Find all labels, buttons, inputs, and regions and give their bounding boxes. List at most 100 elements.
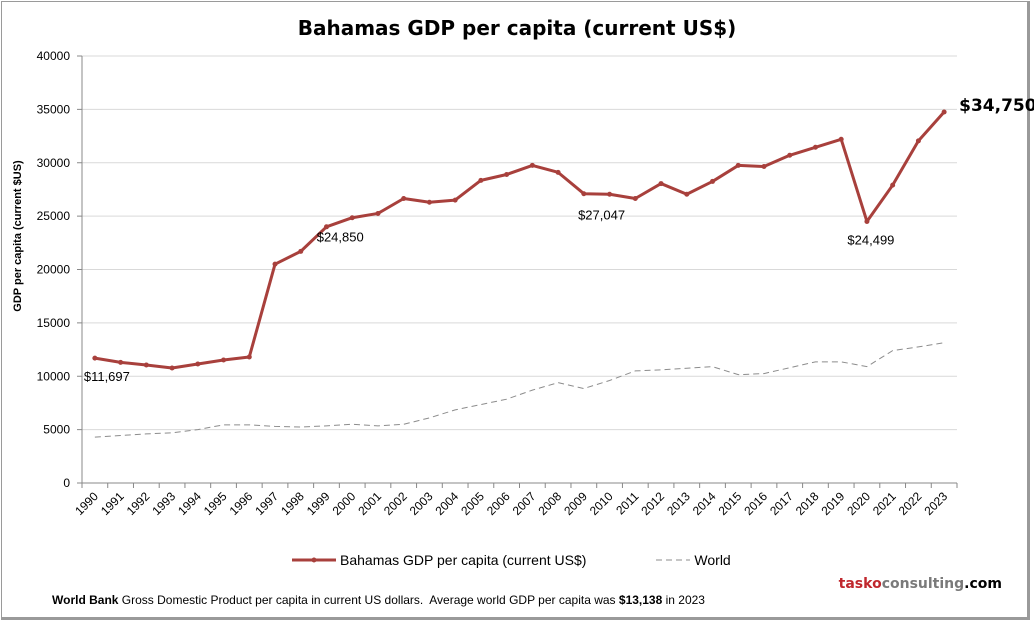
x-tick-label: 2018 xyxy=(793,489,822,518)
x-tick-label: 1996 xyxy=(227,489,256,518)
data-point xyxy=(349,215,355,221)
data-point xyxy=(169,365,175,371)
x-tick-label: 1992 xyxy=(124,489,153,518)
data-point xyxy=(401,196,407,202)
x-tick-label: 1993 xyxy=(149,489,178,518)
x-tick-label: 1995 xyxy=(201,489,230,518)
x-tick-label: 2020 xyxy=(844,489,873,518)
data-point xyxy=(890,182,896,188)
x-tick-label: 2007 xyxy=(510,489,539,518)
legend-item-world: World xyxy=(656,552,731,568)
y-tick-label: 20000 xyxy=(37,263,71,277)
y-tick-label: 5000 xyxy=(43,423,70,437)
brand-part: .com xyxy=(964,576,1002,592)
x-tick-label: 1990 xyxy=(72,489,101,518)
x-tick-label: 2010 xyxy=(587,489,616,518)
y-tick-label: 35000 xyxy=(37,102,71,116)
data-point xyxy=(118,359,124,365)
x-tick-label: 2012 xyxy=(638,489,667,518)
x-tick-label: 2000 xyxy=(330,489,359,518)
y-tick-label: 30000 xyxy=(37,156,71,170)
data-point xyxy=(323,224,329,230)
data-point xyxy=(581,191,587,197)
data-label: $24,850 xyxy=(317,230,364,245)
legend-label: World xyxy=(694,552,731,568)
x-tick-label: 2001 xyxy=(355,489,384,518)
data-label: $34,750 xyxy=(959,96,1034,116)
footer-text: Gross Domestic Product per capita in cur… xyxy=(118,593,619,607)
x-tick-label: 2022 xyxy=(896,489,925,518)
data-point xyxy=(452,197,458,203)
data-point xyxy=(607,191,613,197)
x-tick-label: 2009 xyxy=(561,489,590,518)
footer-highlight: $13,138 xyxy=(618,593,663,607)
data-point xyxy=(426,199,432,205)
legend-line-solid-icon xyxy=(292,557,336,563)
data-point xyxy=(787,152,793,158)
x-tick-label: 2014 xyxy=(690,489,719,518)
y-axis-label: GDP per capita (current $US) xyxy=(12,160,24,312)
data-point xyxy=(504,171,510,177)
data-point xyxy=(761,163,767,169)
brand-logo: taskoconsulting.com xyxy=(839,576,1002,592)
x-tick-label: 2004 xyxy=(433,489,462,518)
x-tick-label: 2013 xyxy=(664,489,693,518)
x-tick-label: 2017 xyxy=(767,489,796,518)
data-point xyxy=(915,138,921,144)
y-tick-label: 0 xyxy=(63,476,70,490)
y-tick-label: 10000 xyxy=(37,369,71,383)
data-point xyxy=(221,357,227,363)
data-point xyxy=(812,144,818,150)
data-point xyxy=(941,109,947,115)
footer-text-end: in 2023 xyxy=(662,593,705,607)
y-tick-label: 40000 xyxy=(37,49,71,63)
x-tick-label: 2023 xyxy=(921,489,950,518)
x-tick-label: 1994 xyxy=(175,489,204,518)
x-tick-label: 1997 xyxy=(252,489,281,518)
data-point xyxy=(864,218,870,224)
chart-title: Bahamas GDP per capita (current US$) xyxy=(298,16,737,40)
y-tick-label: 15000 xyxy=(37,316,71,330)
x-tick-label: 2003 xyxy=(407,489,436,518)
x-tick-label: 2005 xyxy=(458,489,487,518)
data-point xyxy=(195,361,201,367)
x-tick-label: 2006 xyxy=(484,489,513,518)
data-point xyxy=(684,191,690,197)
legend-label: Bahamas GDP per capita (current US$) xyxy=(340,552,587,568)
data-point xyxy=(838,136,844,142)
data-point xyxy=(632,196,638,202)
x-tick-label: 1999 xyxy=(304,489,333,518)
series-bahamas-line xyxy=(94,111,946,370)
x-tick-label: 2021 xyxy=(870,489,899,518)
brand-part: consulting xyxy=(881,576,965,592)
legend-line-dashed-icon xyxy=(656,559,691,561)
data-point xyxy=(478,177,484,183)
data-point xyxy=(735,162,741,168)
data-point xyxy=(298,248,304,254)
footer-note: World Bank Gross Domestic Product per ca… xyxy=(52,593,705,607)
x-tick-label: 2011 xyxy=(613,489,641,517)
x-tick-label: 2019 xyxy=(819,489,848,518)
data-point xyxy=(246,354,252,360)
y-tick-label: 25000 xyxy=(37,209,71,223)
x-tick-label: 2002 xyxy=(381,489,410,518)
data-point xyxy=(375,210,381,216)
data-point xyxy=(529,162,535,168)
data-label: $27,047 xyxy=(578,207,625,222)
x-tick-label: 2016 xyxy=(741,489,770,518)
brand-part: tasko xyxy=(838,576,882,592)
data-point xyxy=(555,169,561,175)
data-point xyxy=(143,362,149,368)
x-tick-label: 1991 xyxy=(98,489,127,518)
x-tick-label: 2015 xyxy=(716,489,745,518)
x-tick-label: 1998 xyxy=(278,489,307,518)
data-label: $11,697 xyxy=(84,369,130,384)
data-point xyxy=(710,178,716,184)
x-tick-label: 2008 xyxy=(535,489,564,518)
legend-item-bahamas: Bahamas GDP per capita (current US$) xyxy=(292,552,586,568)
footer-source: World Bank xyxy=(52,593,119,607)
data-label: $24,499 xyxy=(847,232,894,247)
legend: Bahamas GDP per capita (current US$) Wor… xyxy=(292,552,731,568)
